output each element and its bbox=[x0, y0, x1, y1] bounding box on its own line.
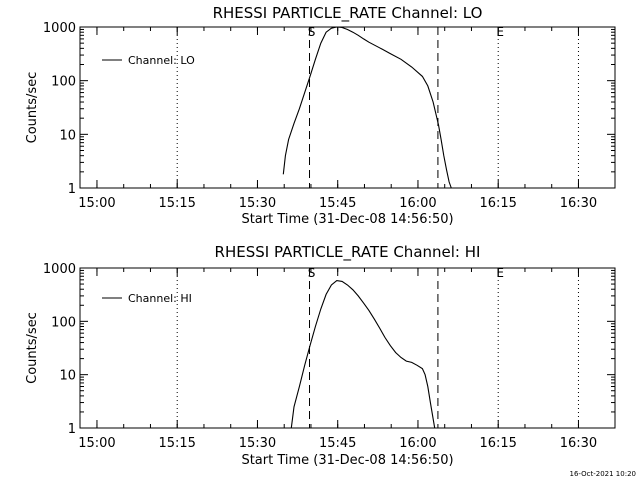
x-tick-label-0-0: 15:00 bbox=[78, 196, 115, 211]
plot-frame-1 bbox=[79, 267, 616, 429]
y-tick-label-0-2: 100 bbox=[51, 75, 76, 90]
x-tick-label-0-2: 15:30 bbox=[239, 196, 276, 211]
y-tick-label-0-1: 10 bbox=[59, 128, 76, 143]
y-tick-label-1-2: 100 bbox=[51, 315, 76, 330]
x-axis-label-1: Start Time (31-Dec-08 14:56:50) bbox=[241, 453, 453, 468]
y-tick-label-0-0: 1 bbox=[68, 182, 76, 197]
marker-label-e-0: E bbox=[496, 25, 504, 39]
x-tick-label-1-6: 16:30 bbox=[560, 436, 597, 451]
marker-label-s-0: S bbox=[308, 25, 316, 39]
x-tick-label-1-1: 15:15 bbox=[158, 436, 195, 451]
plot-frame-0 bbox=[79, 26, 616, 189]
x-tick-label-1-0: 15:00 bbox=[78, 436, 115, 451]
legend-label-1: Channel: HI bbox=[128, 292, 192, 305]
x-tick-label-0-6: 16:30 bbox=[560, 196, 597, 211]
y-axis-label-1: Counts/sec bbox=[25, 312, 40, 384]
chart-title-1: RHESSI PARTICLE_RATE Channel: HI bbox=[215, 243, 481, 262]
x-tick-label-1-4: 16:00 bbox=[399, 436, 436, 451]
x-tick-label-0-3: 15:45 bbox=[319, 196, 356, 211]
series-line-0-0 bbox=[282, 26, 452, 189]
x-tick-label-0-5: 16:15 bbox=[479, 196, 516, 211]
legend-label-0: Channel: LO bbox=[128, 54, 195, 67]
x-tick-label-1-5: 16:15 bbox=[479, 436, 516, 451]
y-tick-label-0-3: 1000 bbox=[43, 21, 76, 36]
y-tick-label-1-1: 10 bbox=[59, 369, 76, 384]
x-axis-label-0: Start Time (31-Dec-08 14:56:50) bbox=[241, 212, 453, 227]
chart-title-0: RHESSI PARTICLE_RATE Channel: LO bbox=[213, 4, 483, 23]
timestamp: 16-Oct-2021 10:20 bbox=[569, 470, 636, 478]
y-axis-label-0: Counts/sec bbox=[25, 72, 40, 144]
y-tick-label-1-3: 1000 bbox=[43, 262, 76, 277]
y-tick-label-1-0: 1 bbox=[68, 422, 76, 437]
series-line-1-0 bbox=[290, 280, 436, 429]
x-tick-label-1-3: 15:45 bbox=[319, 436, 356, 451]
marker-label-e-1: E bbox=[496, 266, 504, 280]
x-tick-label-1-2: 15:30 bbox=[239, 436, 276, 451]
marker-label-s-1: S bbox=[308, 266, 316, 280]
x-tick-label-0-4: 16:00 bbox=[399, 196, 436, 211]
x-tick-label-0-1: 15:15 bbox=[158, 196, 195, 211]
